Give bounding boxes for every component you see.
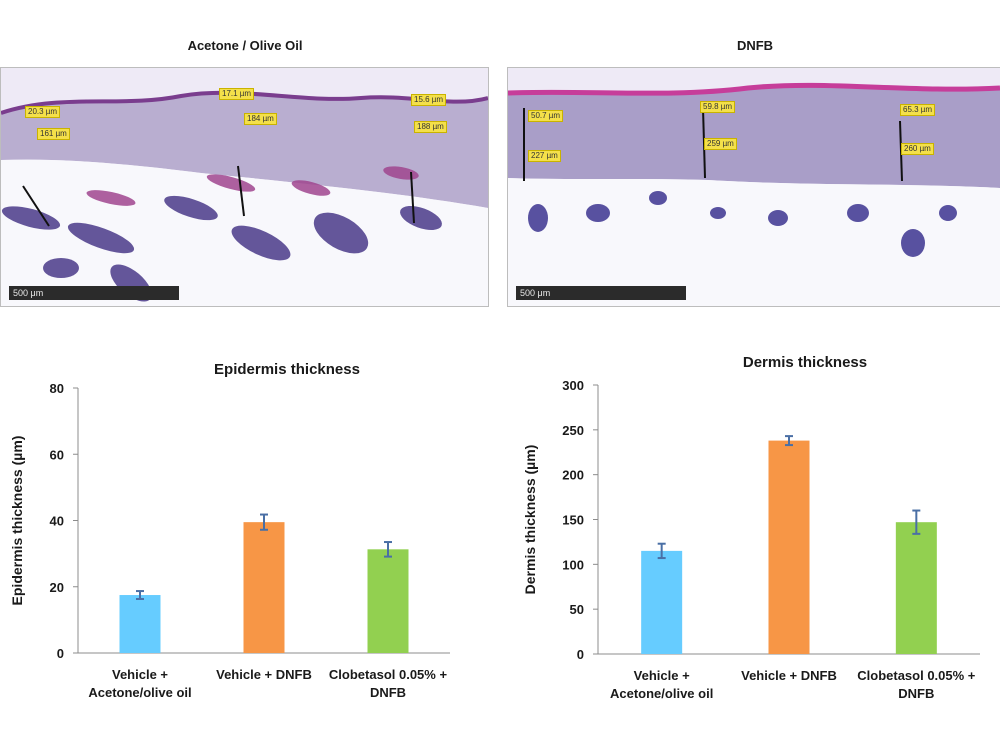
measure-label: 260 µm bbox=[901, 143, 934, 155]
y-tick-label: 200 bbox=[562, 468, 584, 483]
bar bbox=[641, 550, 683, 654]
histology-left-title: Acetone / Olive Oil bbox=[187, 38, 303, 53]
measure-label: 188 µm bbox=[414, 121, 447, 133]
measure-label: 50.7 µm bbox=[528, 110, 564, 122]
dermis-chart: Dermis thickness Dermis thickness (µm) 0 50… bbox=[510, 345, 1000, 750]
measure-label: 17.1 µm bbox=[219, 88, 255, 100]
y-tick-label: 150 bbox=[562, 513, 584, 528]
bar bbox=[367, 549, 409, 653]
x-tick-label: DNFB bbox=[370, 685, 406, 700]
bar bbox=[768, 440, 810, 654]
measure-label: 65.3 µm bbox=[900, 104, 936, 116]
y-tick-label: 100 bbox=[562, 557, 584, 572]
y-tick-label: 40 bbox=[50, 514, 64, 529]
y-axis-label: Epidermis thickness (µm) bbox=[9, 436, 25, 606]
x-tick-label: Clobetasol 0.05% + bbox=[857, 668, 976, 683]
x-tick-label: DNFB bbox=[898, 686, 934, 701]
measure-label: 227 µm bbox=[528, 150, 561, 162]
y-tick-label: 80 bbox=[50, 381, 64, 396]
bar bbox=[895, 522, 937, 654]
y-tick-label: 0 bbox=[57, 646, 64, 661]
measure-label: 259 µm bbox=[704, 138, 737, 150]
x-tick-label: Vehicle + bbox=[112, 667, 168, 682]
epidermis-chart: Epidermis thickness Epidermis thickness (… bbox=[0, 350, 490, 750]
bar bbox=[243, 522, 285, 653]
epidermis-chart-svg: Epidermis thickness Epidermis thickness (… bbox=[9, 361, 450, 700]
x-tick-label: Vehicle + bbox=[634, 668, 690, 683]
chart-title: Epidermis thickness bbox=[214, 361, 360, 378]
y-tick-label: 20 bbox=[50, 580, 64, 595]
y-axis-label: Dermis thickness (µm) bbox=[522, 445, 538, 595]
bar bbox=[119, 595, 161, 653]
measure-label: 15.6 µm bbox=[411, 94, 447, 106]
histology-right-title: DNFB bbox=[736, 38, 774, 53]
measure-label: 59.8 µm bbox=[700, 101, 736, 113]
x-tick-label: Acetone/olive oil bbox=[610, 686, 713, 701]
y-tick-label: 300 bbox=[562, 378, 584, 393]
histology-image-dnfb: 50.7 µm 227 µm 59.8 µm 259 µm 65.3 µm 26… bbox=[507, 67, 1000, 307]
x-tick-label: Clobetasol 0.05% + bbox=[329, 667, 448, 682]
histology-image-acetone: 20.3 µm 161 µm 17.1 µm 184 µm 15.6 µm 18… bbox=[0, 67, 489, 307]
x-tick-label: Vehicle + DNFB bbox=[741, 668, 837, 683]
chart-title: Dermis thickness bbox=[743, 354, 867, 371]
y-tick-label: 60 bbox=[50, 447, 64, 462]
dermis-chart-svg: Dermis thickness Dermis thickness (µm) 0 50… bbox=[522, 354, 980, 701]
measure-label: 184 µm bbox=[244, 113, 277, 125]
y-tick-label: 250 bbox=[562, 423, 584, 438]
measure-label: 161 µm bbox=[37, 128, 70, 140]
y-tick-label: 50 bbox=[570, 602, 584, 617]
scale-bar-right: 500 μm bbox=[516, 286, 686, 300]
measure-label: 20.3 µm bbox=[25, 106, 61, 118]
x-tick-label: Vehicle + DNFB bbox=[216, 667, 312, 682]
y-tick-label: 0 bbox=[577, 647, 584, 662]
x-tick-label: Acetone/olive oil bbox=[88, 685, 191, 700]
scale-bar-left: 500 μm bbox=[9, 286, 179, 300]
